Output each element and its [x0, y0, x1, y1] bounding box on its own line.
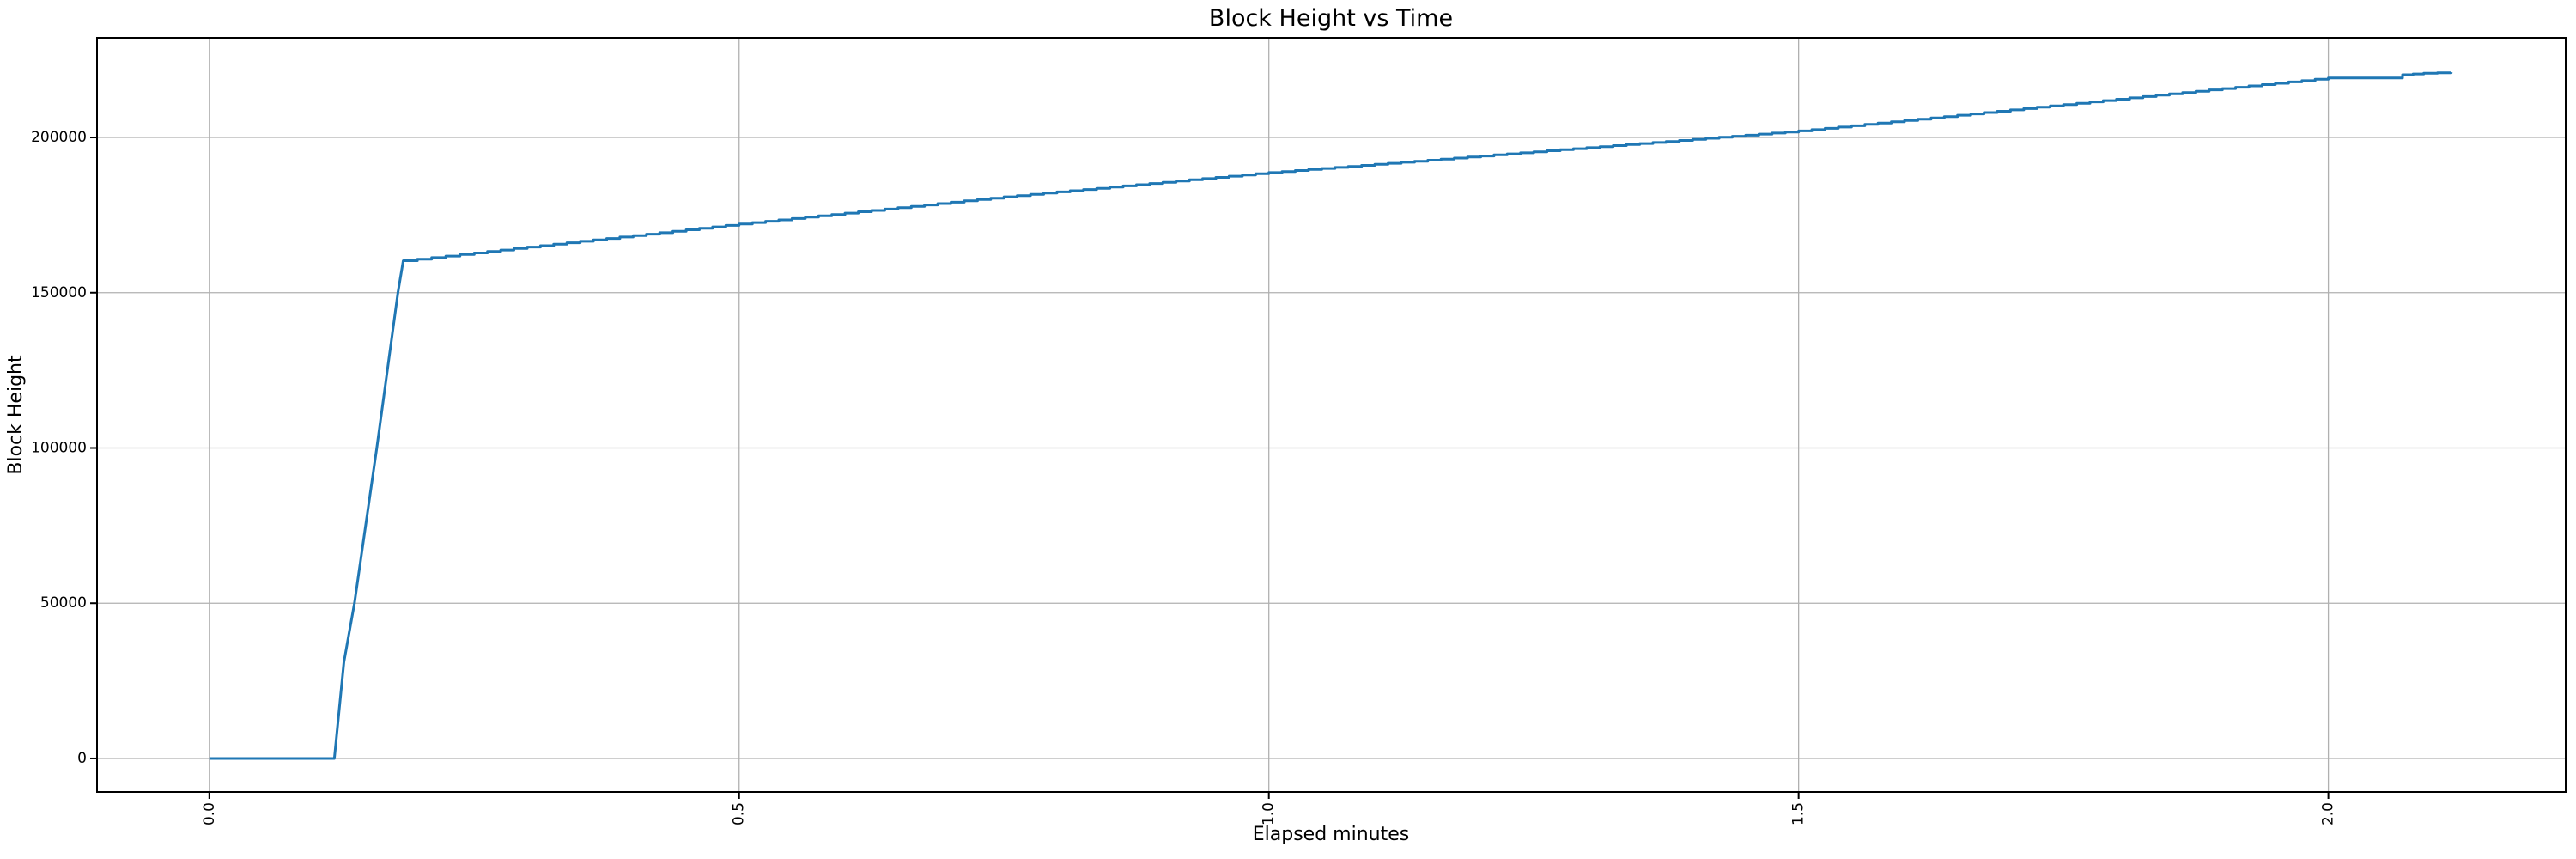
data-layer	[209, 71, 2453, 760]
y-tick-label: 0	[77, 750, 87, 767]
x-axis-label: Elapsed minutes	[1253, 824, 1409, 845]
y-tick-label: 200000	[31, 129, 87, 146]
y-tick-label: 50000	[40, 594, 87, 612]
x-tick-label: 0.0	[201, 802, 218, 825]
chart-title: Block Height vs Time	[1209, 5, 1453, 32]
y-tick-label: 100000	[31, 439, 87, 456]
grid-layer	[97, 38, 2566, 792]
x-tick-label: 2.0	[2320, 802, 2337, 825]
x-tick-label: 1.5	[1790, 802, 1807, 825]
x-tick-label: 1.0	[1261, 802, 1278, 825]
y-axis-label: Block Height	[5, 355, 27, 475]
axis-layer: 0.0 0.5 1.0 1.5 2.0 0 50000 100000 150000 200000	[31, 37, 2567, 825]
x-tick-label: 0.5	[731, 802, 748, 825]
data-line-block-height	[209, 71, 2453, 760]
plot-spines	[96, 37, 2567, 793]
y-tick-label: 150000	[31, 284, 87, 302]
